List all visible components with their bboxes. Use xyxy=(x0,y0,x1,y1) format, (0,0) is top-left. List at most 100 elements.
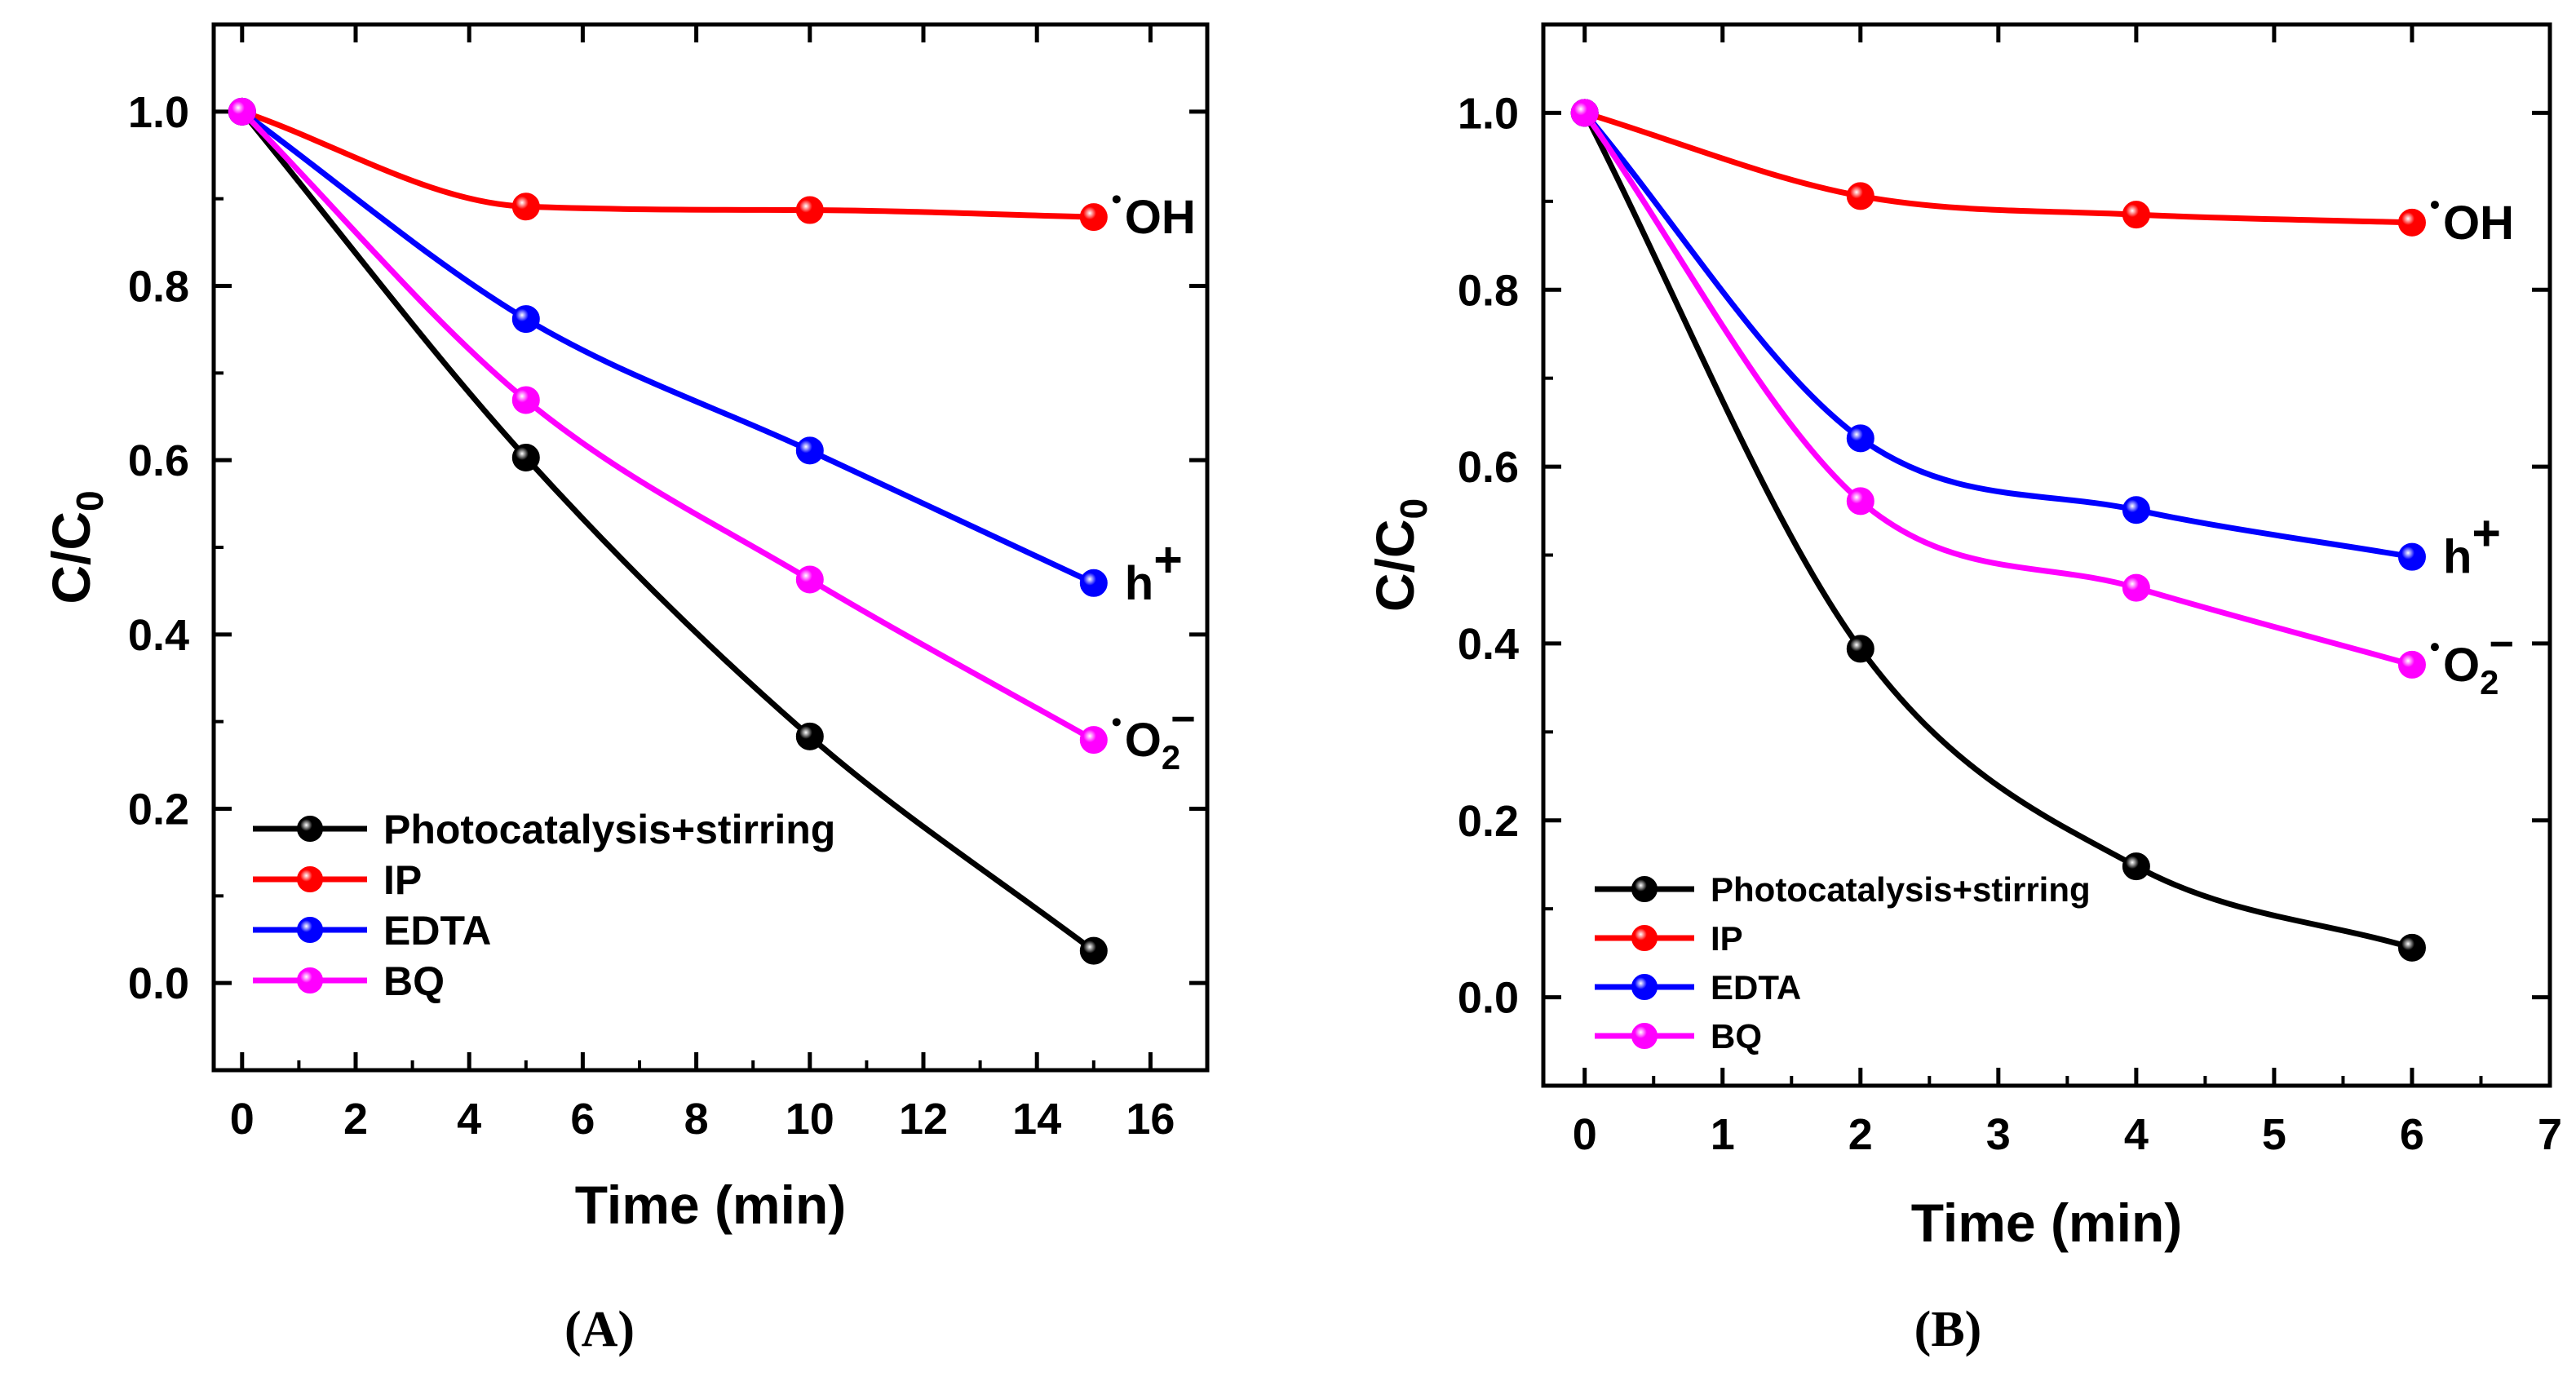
data-point-edta xyxy=(1079,569,1108,597)
legend-label-bq: BQ xyxy=(383,958,445,1004)
x-tick-label: 10 xyxy=(786,1095,834,1144)
species-label-main: h xyxy=(1125,557,1153,610)
x-tick-label: 6 xyxy=(2400,1110,2424,1159)
y-axis-title-subscript: 0 xyxy=(1392,498,1435,520)
x-tick-label: 7 xyxy=(2538,1110,2562,1159)
legend-marker-photocatalysis-stirring xyxy=(1631,876,1658,902)
radical-dot xyxy=(1112,195,1121,204)
data-point-bq xyxy=(1570,99,1599,127)
species-label-edta: h+ xyxy=(1125,532,1183,610)
data-point-photocatalysis-stirring xyxy=(2122,852,2150,881)
series-line-photocatalysis-stirring xyxy=(1582,109,2415,951)
legend-marker-ip xyxy=(1631,925,1658,951)
data-point-edta xyxy=(2122,496,2150,524)
data-point-bq xyxy=(2122,573,2150,602)
series-line-bq xyxy=(239,108,1097,743)
species-label-subscript: 2 xyxy=(2480,663,2499,701)
y-axis-title-subscript: 0 xyxy=(69,490,111,511)
data-point-bq xyxy=(228,97,256,126)
species-label-superscript: + xyxy=(1153,532,1183,587)
data-point-photocatalysis-stirring xyxy=(2397,933,2426,962)
species-label-bq: O2− xyxy=(2443,621,2514,701)
legend-label-photocatalysis-stirring: Photocatalysis+stirring xyxy=(383,807,835,852)
species-label-main: OH xyxy=(1125,191,1196,244)
y-tick-label: 0.4 xyxy=(128,611,189,660)
data-point-bq xyxy=(1846,487,1874,516)
panel-label: (B) xyxy=(1914,1302,1982,1357)
x-tick-label: 16 xyxy=(1126,1095,1175,1144)
y-tick-label: 0.6 xyxy=(128,436,189,485)
y-axis-title-main: C/C xyxy=(41,511,101,604)
y-tick-label: 0.0 xyxy=(1458,974,1519,1023)
legend-marker-bq xyxy=(297,967,323,994)
plot-frame xyxy=(211,22,1210,1073)
data-point-ip xyxy=(2397,208,2426,237)
radical-dot xyxy=(1112,718,1121,727)
legend-marker-photocatalysis-stirring xyxy=(297,816,323,842)
legend-label-photocatalysis-stirring: Photocatalysis+stirring xyxy=(1711,870,2091,909)
y-tick-label: 0.8 xyxy=(1458,266,1519,315)
x-tick-label: 1 xyxy=(1711,1110,1735,1159)
species-label-superscript: − xyxy=(2489,621,2513,668)
legend-marker-edta xyxy=(1631,974,1658,1000)
y-tick-label: 0.8 xyxy=(128,263,189,312)
x-tick-label: 12 xyxy=(899,1095,948,1144)
data-point-edta xyxy=(511,305,540,334)
species-label-main: h xyxy=(2443,531,2472,584)
y-tick-label: 0.2 xyxy=(128,786,189,834)
species-label-ip: OH xyxy=(1125,191,1196,244)
data-point-ip xyxy=(1079,203,1108,232)
series-line-ip xyxy=(239,108,1097,220)
series-line-edta xyxy=(1582,109,2415,560)
legend-label-ip: IP xyxy=(383,857,422,903)
y-tick-label: 0.0 xyxy=(128,959,189,1008)
data-point-edta xyxy=(2397,542,2426,571)
data-point-bq xyxy=(2397,650,2426,679)
data-point-photocatalysis-stirring xyxy=(1079,936,1108,965)
legend-marker-ip xyxy=(297,866,323,892)
x-tick-label: 4 xyxy=(457,1095,481,1144)
y-tick-label: 0.6 xyxy=(1458,443,1519,492)
species-label-superscript: + xyxy=(2472,506,2501,561)
data-point-ip xyxy=(795,196,824,224)
series-line-bq xyxy=(1582,109,2415,668)
legend-marker-bq xyxy=(1631,1023,1658,1049)
data-point-ip xyxy=(1846,182,1874,210)
species-label-main: OH xyxy=(2443,197,2514,250)
species-label-main: O xyxy=(2443,639,2480,692)
data-point-edta xyxy=(795,436,824,465)
y-axis-title: C/C0 xyxy=(1365,498,1435,612)
x-axis-title: Time (min) xyxy=(575,1175,846,1235)
x-tick-label: 5 xyxy=(2262,1110,2286,1159)
species-label-ip: OH xyxy=(2443,197,2514,250)
data-point-edta xyxy=(1846,424,1874,453)
series-line-photocatalysis-stirring xyxy=(239,108,1097,954)
y-tick-label: 0.4 xyxy=(1458,620,1519,669)
x-tick-label: 2 xyxy=(343,1095,368,1144)
legend-label-bq: BQ xyxy=(1711,1017,1762,1055)
x-tick-label: 4 xyxy=(2124,1110,2149,1159)
data-point-bq xyxy=(795,565,824,594)
chart-panel-a: 0 2 4 6 8 10 12 14 16 0.0 0.2 0.4 0.6 0.8 1.0 Time (min… xyxy=(41,22,1210,1357)
y-axis-title-main: C/C xyxy=(1365,519,1425,612)
data-point-ip xyxy=(511,193,540,221)
radical-dot xyxy=(2430,643,2439,652)
x-tick-label: 6 xyxy=(570,1095,595,1144)
legend-label-ip: IP xyxy=(1711,919,1743,958)
y-tick-label: 1.0 xyxy=(128,88,189,137)
x-tick-label: 8 xyxy=(684,1095,709,1144)
data-point-photocatalysis-stirring xyxy=(511,443,540,471)
legend-label-edta: EDTA xyxy=(383,908,491,954)
data-point-photocatalysis-stirring xyxy=(795,722,824,750)
species-label-edta: h+ xyxy=(2443,506,2501,584)
y-tick-label: 1.0 xyxy=(1458,89,1519,138)
x-tick-label: 2 xyxy=(1848,1110,1873,1159)
series-line-edta xyxy=(239,108,1097,586)
panel-label: (A) xyxy=(564,1302,635,1357)
radical-dot xyxy=(2430,201,2439,210)
species-label-main: O xyxy=(1125,714,1162,767)
data-point-bq xyxy=(1079,726,1108,755)
x-axis-title: Time (min) xyxy=(1911,1193,2182,1253)
x-tick-label: 0 xyxy=(1573,1110,1597,1159)
